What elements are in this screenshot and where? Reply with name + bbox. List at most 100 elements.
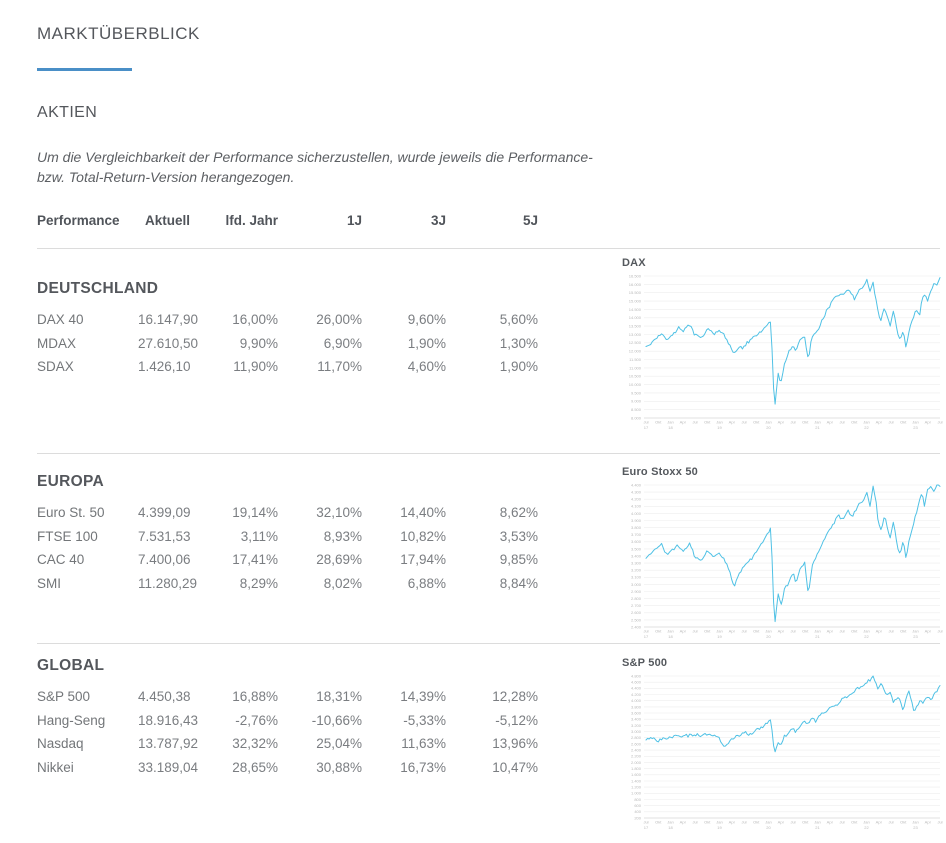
svg-text:2.200: 2.200	[631, 754, 642, 759]
svg-text:2.500: 2.500	[631, 617, 642, 622]
value-3j: 4,60%	[407, 359, 446, 375]
svg-text:20: 20	[766, 425, 771, 430]
svg-text:3.900: 3.900	[631, 518, 642, 523]
svg-text:3.400: 3.400	[631, 717, 642, 722]
table-row: DAX 40 16.147,90 16,00% 26,00% 9,60% 5,6…	[37, 308, 946, 332]
svg-text:Jan: Jan	[765, 820, 771, 825]
chart-euro-stoxx-50: Euro Stoxx 50 4.400 4.300 4.200 4.100 4.000 3…	[622, 466, 946, 640]
svg-text:2.800: 2.800	[631, 596, 642, 601]
svg-text:21: 21	[815, 634, 820, 639]
value-aktuell: 1.426,10	[138, 359, 191, 375]
value-ytd: 19,14%	[232, 505, 278, 521]
svg-text:18: 18	[668, 634, 673, 639]
svg-text:Apr: Apr	[876, 629, 883, 634]
svg-text:13.000: 13.000	[629, 332, 642, 337]
index-name: Nasdaq	[37, 736, 84, 752]
value-3j: 16,73%	[400, 759, 446, 775]
svg-text:21: 21	[815, 825, 820, 830]
svg-text:Apr: Apr	[778, 629, 785, 634]
performance-disclaimer: Um die Vergleichbarkeit der Performance …	[37, 147, 677, 187]
table-row: Euro St. 50 4.399,09 19,14% 32,10% 14,40…	[37, 501, 946, 525]
svg-text:2.800: 2.800	[631, 735, 642, 740]
section-title-aktien: AKTIEN	[37, 104, 98, 121]
svg-text:Apr: Apr	[827, 420, 834, 425]
index-name: CAC 40	[37, 552, 85, 568]
svg-text:19: 19	[717, 634, 722, 639]
value-1j: 28,69%	[316, 552, 362, 568]
value-5j: 1,90%	[499, 359, 538, 375]
svg-text:21: 21	[815, 425, 820, 430]
value-aktuell: 7.531,53	[138, 528, 191, 544]
europa-rows: Euro St. 50 4.399,09 19,14% 32,10% 14,40…	[0, 501, 946, 595]
value-5j: 9,85%	[499, 552, 538, 568]
svg-text:200: 200	[634, 815, 641, 820]
section-heading-europa: EUROPA	[37, 473, 104, 490]
svg-text:4.100: 4.100	[631, 504, 642, 509]
svg-text:22: 22	[864, 634, 869, 639]
table-row: MDAX 27.610,50 9,90% 6,90% 1,90% 1,30%	[37, 332, 946, 356]
deutschland-rows: DAX 40 16.147,90 16,00% 26,00% 9,60% 5,6…	[0, 308, 946, 379]
svg-text:Apr: Apr	[729, 820, 736, 825]
column-header-performance: Performance	[37, 213, 120, 228]
value-aktuell: 27.610,50	[138, 335, 199, 351]
svg-text:Apr: Apr	[925, 420, 932, 425]
value-ytd: 11,90%	[233, 359, 278, 375]
svg-text:Jan: Jan	[912, 420, 918, 425]
svg-text:Jul: Jul	[692, 420, 697, 425]
svg-text:Jul: Jul	[937, 629, 942, 634]
value-5j: 8,62%	[499, 505, 538, 521]
svg-text:Okt: Okt	[753, 820, 760, 825]
svg-text:14.500: 14.500	[629, 307, 642, 312]
svg-text:11.000: 11.000	[629, 365, 642, 370]
svg-text:800: 800	[634, 797, 641, 802]
euro-stoxx-50-sparkline-chart: 4.400 4.300 4.200 4.100 4.000 3.900 3.800 3.700…	[631, 482, 943, 639]
disclaimer-line-1: Um die Vergleichbarkeit der Performance …	[37, 149, 593, 165]
svg-text:Jan: Jan	[912, 629, 918, 634]
svg-text:18: 18	[668, 425, 673, 430]
value-3j: 14,39%	[400, 689, 446, 705]
svg-text:12.000: 12.000	[629, 349, 642, 354]
index-name: SMI	[37, 575, 62, 591]
table-row: Nikkei 33.189,04 28,65% 30,88% 16,73% 10…	[37, 756, 946, 780]
value-5j: 8,84%	[499, 575, 538, 591]
svg-text:Apr: Apr	[729, 629, 736, 634]
svg-text:Jan: Jan	[912, 820, 918, 825]
svg-text:Jul: Jul	[839, 420, 844, 425]
table-row: SMI 11.280,29 8,29% 8,02% 6,88% 8,84%	[37, 572, 946, 596]
svg-text:Jan: Jan	[667, 420, 673, 425]
svg-text:Jul: Jul	[741, 820, 746, 825]
svg-text:Okt: Okt	[802, 420, 809, 425]
value-aktuell: 7.400,06	[138, 552, 191, 568]
value-ytd: 28,65%	[232, 759, 278, 775]
column-header-aktuell: Aktuell	[144, 213, 190, 228]
value-ytd: 3,11%	[240, 528, 278, 544]
svg-text:10.500: 10.500	[629, 374, 642, 379]
svg-text:1.200: 1.200	[631, 785, 642, 790]
svg-text:Okt: Okt	[851, 420, 858, 425]
svg-text:Jan: Jan	[765, 629, 771, 634]
svg-text:Jan: Jan	[667, 629, 673, 634]
chart-title-dax: DAX	[622, 257, 646, 269]
svg-text:Okt: Okt	[802, 629, 809, 634]
svg-text:Jul: Jul	[692, 629, 697, 634]
svg-text:1.600: 1.600	[631, 772, 642, 777]
svg-text:3.000: 3.000	[631, 729, 642, 734]
svg-text:Okt: Okt	[655, 629, 662, 634]
svg-text:16.000: 16.000	[629, 282, 642, 287]
value-5j: 3,53%	[499, 528, 538, 544]
value-1j: -10,66%	[311, 712, 362, 728]
svg-text:Okt: Okt	[851, 629, 858, 634]
svg-text:Jul: Jul	[839, 820, 844, 825]
value-5j: 13,96%	[492, 736, 538, 752]
svg-text:Jul: Jul	[643, 420, 648, 425]
index-name: Hang-Seng	[37, 712, 106, 728]
svg-text:Jul: Jul	[790, 629, 795, 634]
value-3j: 14,40%	[400, 505, 446, 521]
svg-text:12.500: 12.500	[629, 340, 642, 345]
svg-text:Apr: Apr	[729, 420, 736, 425]
svg-text:3.500: 3.500	[631, 546, 642, 551]
svg-text:Okt: Okt	[655, 820, 662, 825]
value-aktuell: 4.450,38	[138, 689, 191, 705]
value-5j: 12,28%	[492, 689, 538, 705]
svg-text:3.300: 3.300	[631, 561, 642, 566]
